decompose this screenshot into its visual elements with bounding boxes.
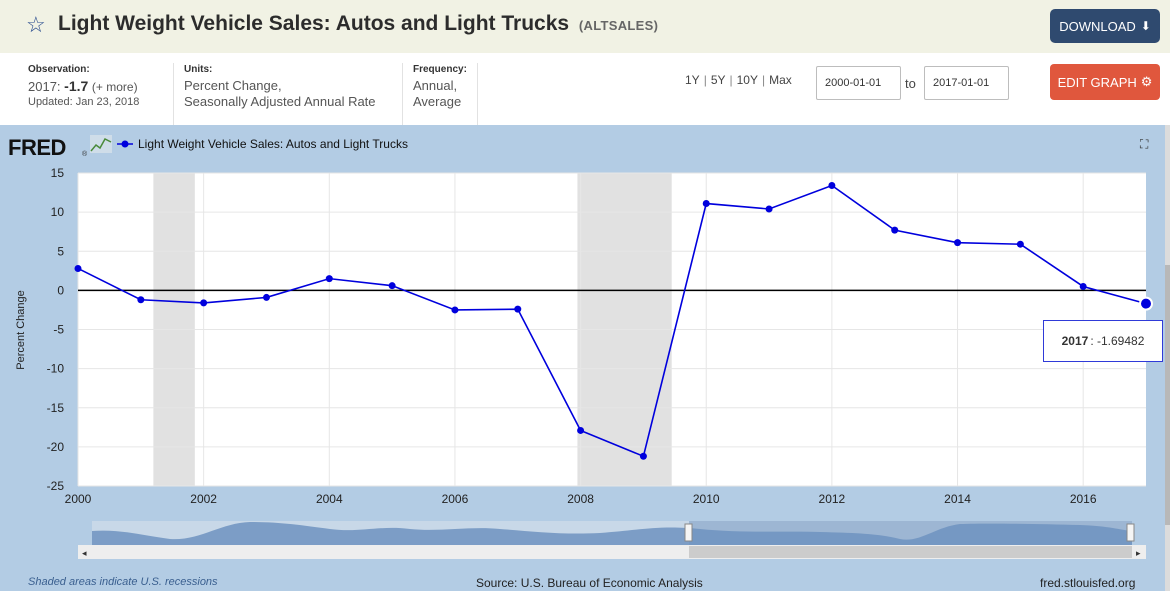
frequency-label: Frequency: (413, 64, 467, 75)
series-line[interactable] (77, 184, 1147, 458)
data-point[interactable] (137, 296, 145, 304)
x-tick-label: 2010 (693, 492, 720, 506)
x-tick-label: 2002 (190, 492, 217, 506)
legend-series-label: Light Weight Vehicle Sales: Autos and Li… (138, 137, 408, 151)
y-tick-label: -20 (47, 440, 65, 454)
y-tick-label: 5 (57, 244, 64, 258)
data-point[interactable] (325, 275, 333, 283)
x-tick-label: 2008 (567, 492, 594, 506)
line-chart[interactable]: 15 10 5 0 -5 -10 -15 -20 -25 2000 2002 2004 2006 200… (0, 125, 1165, 591)
star-outline-icon[interactable]: ☆ (26, 12, 46, 37)
download-button[interactable]: DOWNLOAD ⬇ (1050, 9, 1160, 43)
source-note: Source: U.S. Bureau of Economic Analysis (476, 576, 703, 590)
units-line1: Percent Change, (184, 78, 282, 93)
frequency-block: Frequency: Annual, Average (402, 63, 478, 125)
y-tick-label: 10 (51, 205, 65, 219)
range-sep: | (703, 73, 707, 87)
edit-graph-button[interactable]: EDIT GRAPH ⚙ (1050, 64, 1160, 100)
navigator-scrollbar-thumb[interactable] (689, 546, 1132, 558)
x-tick-label: 2000 (65, 492, 92, 506)
y-tick-label: -10 (47, 362, 65, 376)
range-selector: 1Y | 5Y | 10Y | Max (685, 73, 792, 87)
fullscreen-icon[interactable]: ⛶ (1140, 137, 1149, 151)
data-point[interactable] (577, 426, 585, 434)
download-label: DOWNLOAD (1059, 18, 1136, 34)
fred-chart-icon (90, 135, 112, 153)
series-id: (ALTSALES) (578, 18, 659, 33)
x-tick-label: 2016 (1070, 492, 1097, 506)
edit-graph-label: EDIT GRAPH (1057, 74, 1137, 90)
data-tooltip: 2017: -1.69482 (1043, 320, 1163, 362)
observation-value: -1.7 (64, 78, 89, 94)
data-point[interactable] (954, 239, 962, 247)
navigator-handle-right[interactable] (1126, 523, 1135, 542)
navigator-handle-left[interactable] (684, 523, 693, 542)
units-label: Units: (184, 64, 213, 75)
series-title-text: Light Weight Vehicle Sales: Autos and Li… (58, 12, 570, 35)
range-5y[interactable]: 5Y (710, 73, 726, 87)
data-point[interactable] (891, 226, 899, 234)
data-point[interactable] (1139, 296, 1153, 311)
data-point[interactable] (514, 305, 522, 313)
data-point[interactable] (74, 264, 82, 272)
x-tick-label: 2006 (442, 492, 469, 506)
gear-icon: ⚙ (1140, 74, 1153, 89)
range-max[interactable]: Max (769, 73, 792, 87)
data-point[interactable] (1016, 240, 1024, 248)
y-tick-label: -5 (53, 323, 64, 337)
range-sep: | (761, 73, 766, 87)
date-from-input[interactable] (816, 66, 901, 100)
data-point[interactable] (1079, 282, 1087, 290)
data-point[interactable] (262, 293, 270, 301)
recession-note-link[interactable]: Shaded areas indicate U.S. recessions (28, 576, 218, 588)
navigator-series (92, 522, 1132, 545)
units-line2: Seasonally Adjusted Annual Rate (184, 94, 376, 109)
date-to-label: to (905, 76, 916, 91)
download-icon: ⬇ (1140, 19, 1151, 33)
series-title: Light Weight Vehicle Sales: Autos and Li… (58, 12, 658, 36)
fred-logo: FRED (8, 135, 66, 160)
units-block: Units: Percent Change, Seasonally Adjust… (173, 63, 401, 125)
y-tick-label: 15 (51, 166, 65, 180)
y-tick-label: 0 (57, 283, 64, 297)
frequency-line2: Average (413, 94, 462, 109)
data-point[interactable] (828, 182, 836, 190)
navigator-left-arrow-icon[interactable]: ◂ (82, 548, 87, 558)
y-tick-label: -25 (47, 479, 65, 493)
page-scrollbar[interactable] (1165, 125, 1170, 591)
site-url[interactable]: fred.stlouisfed.org (1040, 576, 1136, 590)
range-1y[interactable]: 1Y (685, 73, 700, 87)
updated-date: Updated: Jan 23, 2018 (28, 96, 140, 108)
observation-line: 2017: -1.7 (+ more) (28, 78, 170, 94)
range-10y[interactable]: 10Y (736, 73, 758, 87)
data-point[interactable] (451, 306, 459, 314)
tooltip-value: : -1.69482 (1090, 334, 1145, 348)
x-tick-label: 2014 (944, 492, 971, 506)
frequency-line1: Annual, (413, 78, 458, 93)
navigator-right-arrow-icon[interactable]: ▸ (1136, 548, 1141, 558)
page-scrollbar-thumb[interactable] (1165, 265, 1170, 525)
data-point[interactable] (765, 205, 773, 213)
data-point[interactable] (702, 200, 710, 208)
date-to-input[interactable] (924, 66, 1009, 100)
page-header: ☆ Light Weight Vehicle Sales: Autos and … (0, 0, 1170, 53)
range-navigator[interactable]: ◂ ▸ (78, 521, 1146, 559)
x-tick-label: 2004 (316, 492, 343, 506)
data-point[interactable] (200, 299, 208, 307)
fred-logo-mark: ® (82, 151, 88, 158)
observation-more-link[interactable]: (+ more) (91, 80, 138, 94)
y-axis-label: Percent Change (15, 290, 27, 370)
x-tick-label: 2012 (819, 492, 846, 506)
observation-period: 2017: (28, 79, 61, 94)
data-point[interactable] (388, 282, 396, 290)
data-point[interactable] (639, 452, 647, 460)
range-sep: | (729, 73, 733, 87)
y-tick-label: -15 (47, 401, 65, 415)
series-meta: Observation: 2017: -1.7 (+ more) Updated… (0, 53, 1170, 125)
tooltip-period: 2017 (1061, 334, 1089, 348)
legend-marker (117, 140, 133, 148)
observation-block: Observation: 2017: -1.7 (+ more) Updated… (20, 63, 170, 125)
observation-label: Observation: (28, 64, 90, 75)
